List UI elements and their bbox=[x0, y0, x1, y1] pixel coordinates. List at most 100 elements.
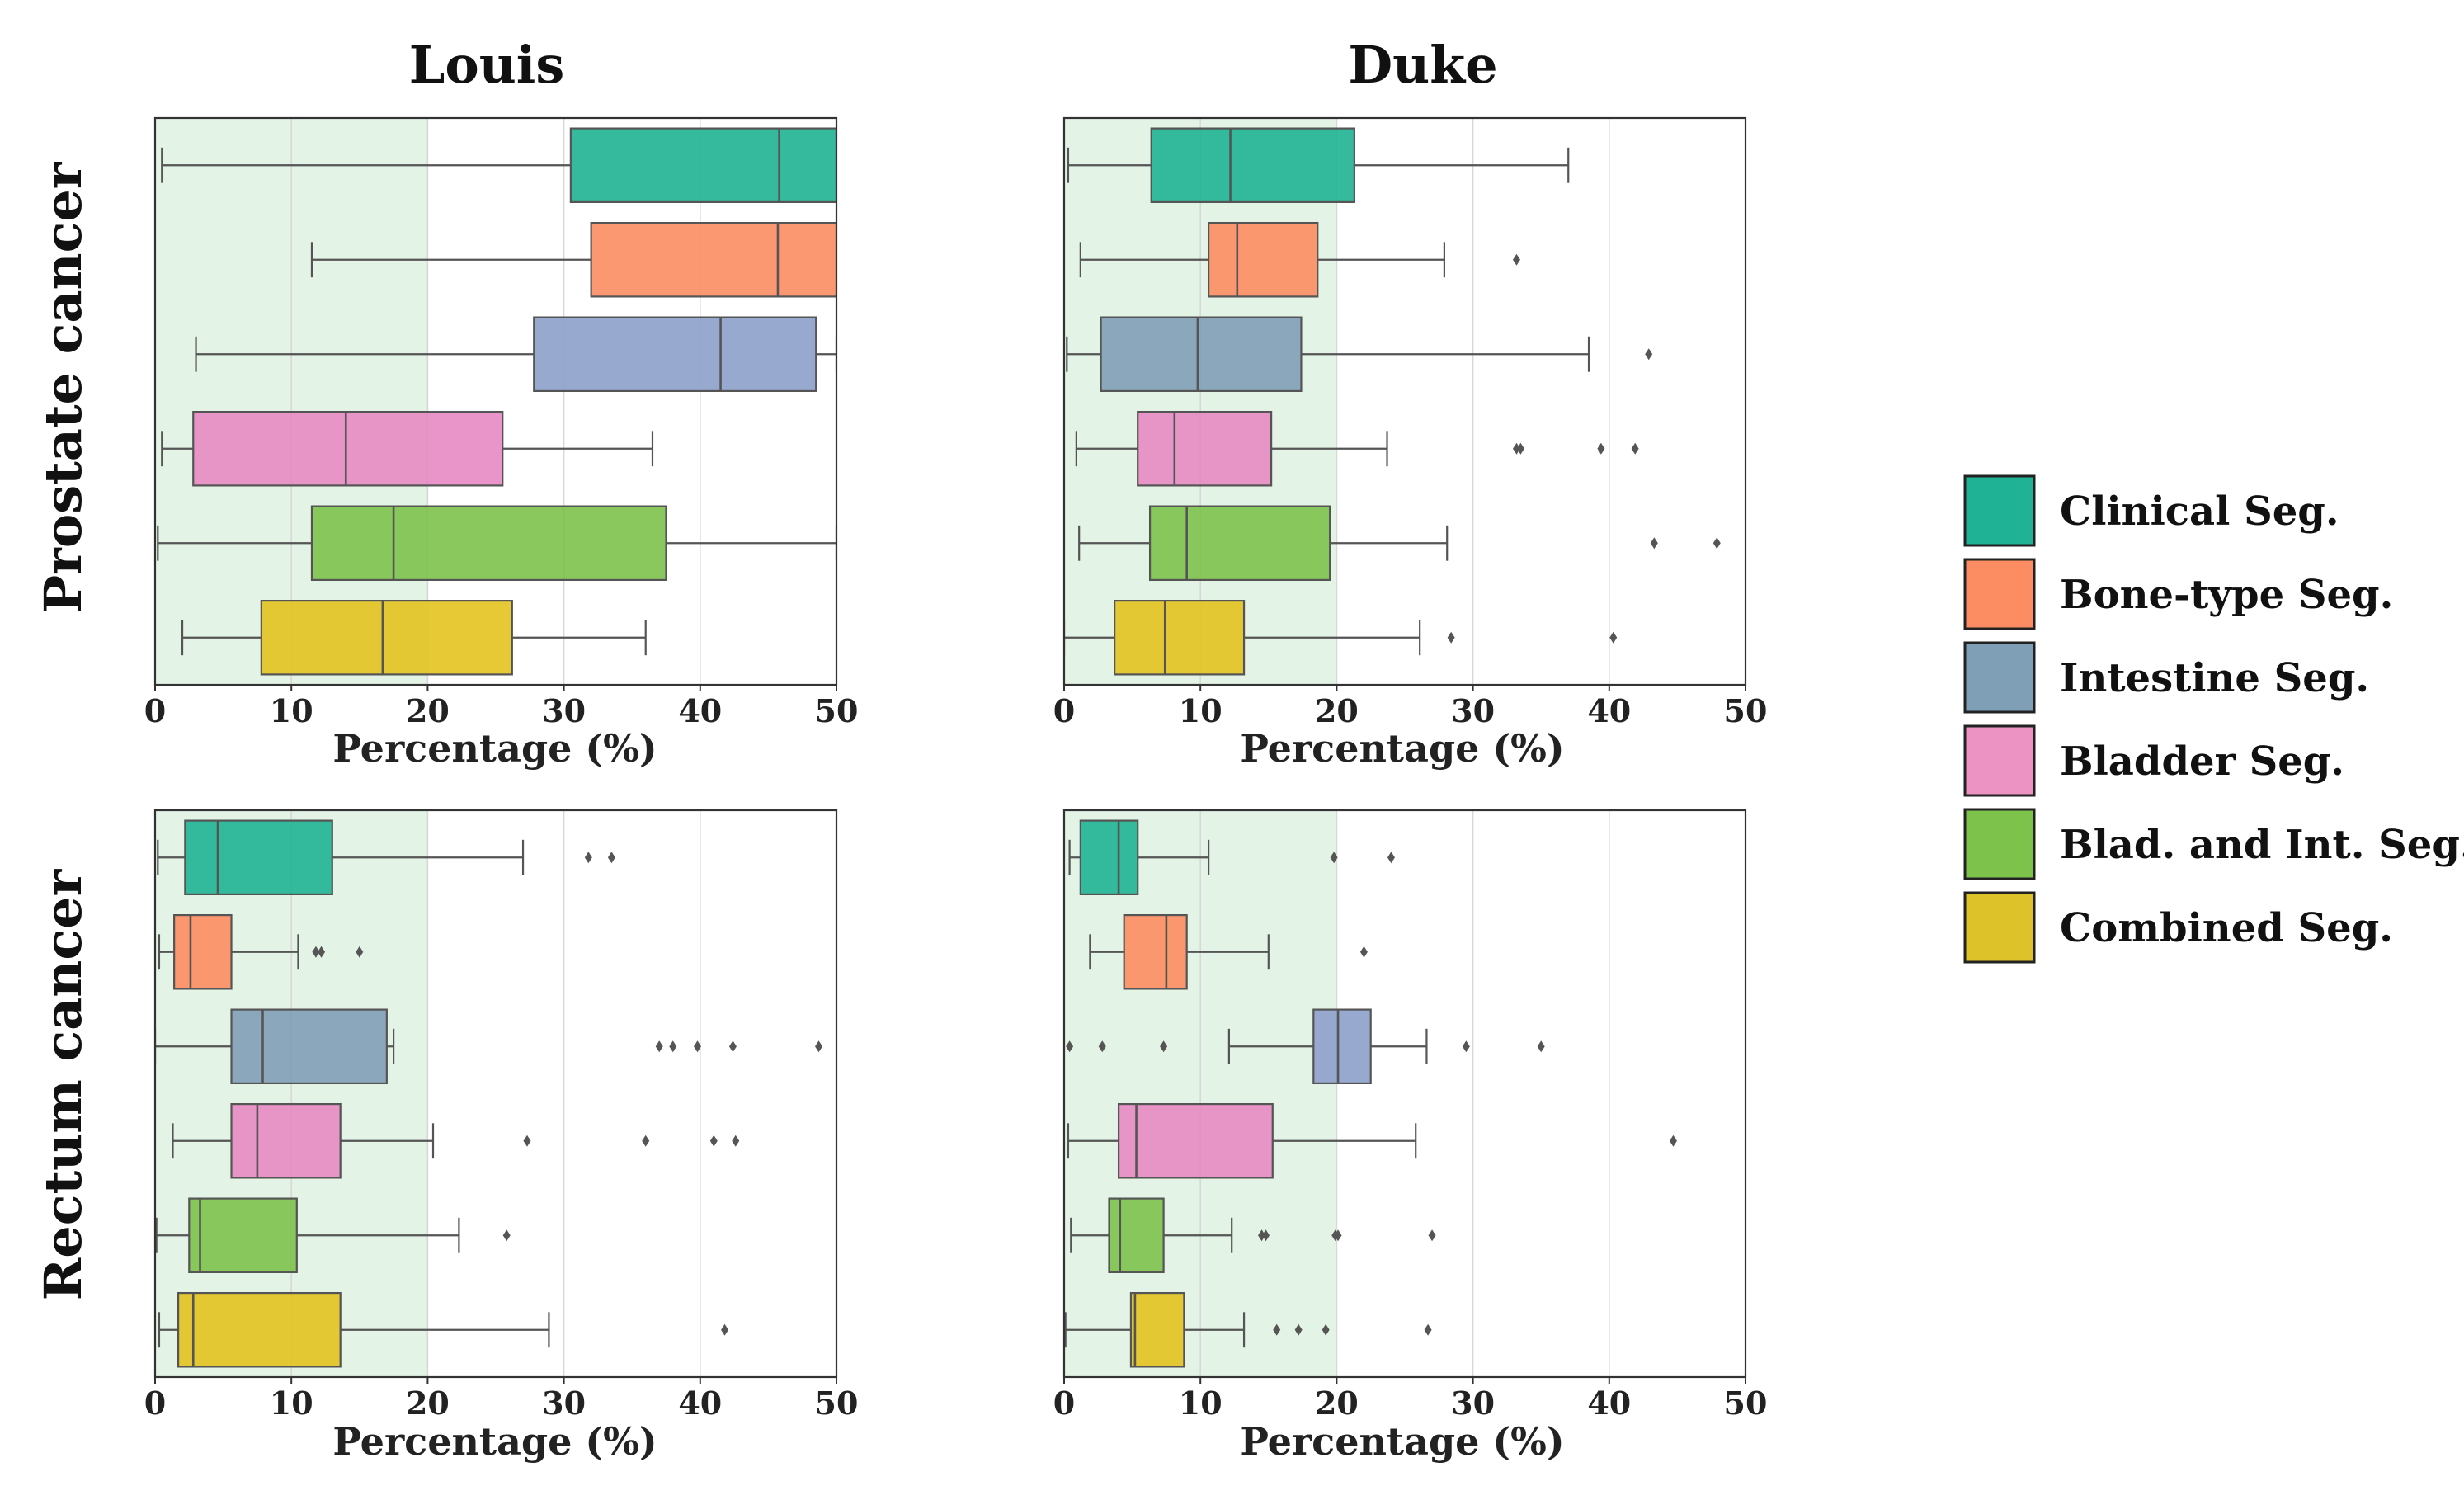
flier-prostate-duke-bone-type-seg-0 bbox=[1512, 253, 1520, 266]
legend-label-combined-seg: Combined Seg. bbox=[2060, 905, 2393, 951]
flier-prostate-duke-blad-and-int-seg-0 bbox=[1650, 537, 1658, 550]
box-prostate-louis-blad-and-int-seg bbox=[310, 505, 667, 582]
tick-label-prostate-duke-40: 40 bbox=[1587, 692, 1631, 729]
legend-swatch-bladder-seg bbox=[1963, 724, 2036, 797]
tick-label-rectum-duke-0: 0 bbox=[1053, 1385, 1075, 1422]
frame-prostate-louis bbox=[153, 116, 838, 686]
flier-rectum-louis-bone-type-seg-1 bbox=[318, 946, 326, 958]
flier-rectum-louis-bladder-seg-2 bbox=[709, 1135, 718, 1147]
box-prostate-duke-combined-seg bbox=[1114, 599, 1246, 676]
tick-label-prostate-duke-50: 50 bbox=[1724, 692, 1768, 729]
legend-label-clinical-seg: Clinical Seg. bbox=[2060, 488, 2339, 535]
tick-label-rectum-duke-20: 20 bbox=[1315, 1385, 1359, 1422]
flier-rectum-duke-combined-seg-1 bbox=[1294, 1323, 1303, 1336]
flier-prostate-duke-bladder-seg-1 bbox=[1516, 442, 1524, 455]
tick-label-prostate-louis-0: 0 bbox=[144, 692, 166, 729]
flier-rectum-duke-intestine-seg-1 bbox=[1098, 1040, 1106, 1053]
frame-prostate-duke bbox=[1062, 116, 1747, 686]
col-title-louis: Louis bbox=[409, 35, 564, 95]
box-rectum-louis-clinical-seg bbox=[184, 819, 333, 896]
panel-rectum-louis: 0 10 20 30 40 50 bbox=[144, 809, 859, 1422]
tick-label-prostate-louis-50: 50 bbox=[815, 692, 859, 729]
box-rectum-louis-combined-seg bbox=[177, 1291, 342, 1368]
flier-prostate-duke-combined-seg-1 bbox=[1609, 631, 1618, 644]
box-prostate-louis-clinical-seg bbox=[569, 127, 836, 204]
box-rectum-louis-bladder-seg bbox=[230, 1102, 342, 1179]
box-prostate-duke-clinical-seg bbox=[1150, 127, 1355, 204]
panel-prostate-duke: 0 10 20 30 40 50 bbox=[1053, 116, 1768, 729]
tick-label-rectum-duke-50: 50 bbox=[1724, 1385, 1768, 1422]
legend-swatch-clinical-seg bbox=[1963, 474, 2036, 547]
box-rectum-duke-intestine-seg bbox=[1312, 1008, 1372, 1085]
tick-label-rectum-louis-0: 0 bbox=[144, 1385, 166, 1422]
box-rectum-duke-clinical-seg bbox=[1079, 819, 1139, 896]
flier-rectum-duke-intestine-seg-3 bbox=[1462, 1040, 1470, 1053]
flier-rectum-louis-clinical-seg-1 bbox=[607, 852, 615, 864]
tick-label-prostate-louis-20: 20 bbox=[406, 692, 450, 729]
box-rectum-louis-intestine-seg bbox=[230, 1008, 388, 1085]
x-axis-label-rectum-louis: Percentage (%) bbox=[332, 1419, 657, 1464]
flier-rectum-duke-bone-type-seg-0 bbox=[1359, 946, 1368, 958]
flier-rectum-duke-bladder-seg-0 bbox=[1669, 1135, 1677, 1147]
flier-rectum-duke-intestine-seg-2 bbox=[1160, 1040, 1168, 1053]
box-rectum-louis-bone-type-seg bbox=[173, 913, 233, 990]
flier-prostate-duke-bladder-seg-2 bbox=[1597, 442, 1605, 455]
x-axis-label-prostate-duke: Percentage (%) bbox=[1240, 726, 1564, 771]
legend-swatch-intestine-seg bbox=[1963, 641, 2036, 714]
flier-prostate-duke-blad-and-int-seg-1 bbox=[1713, 537, 1721, 550]
flier-rectum-duke-clinical-seg-1 bbox=[1387, 852, 1395, 864]
box-prostate-duke-intestine-seg bbox=[1100, 316, 1303, 393]
frame-rectum-duke bbox=[1062, 809, 1747, 1379]
flier-rectum-duke-intestine-seg-4 bbox=[1537, 1040, 1545, 1053]
flier-rectum-duke-blad-and-int-seg-1 bbox=[1261, 1229, 1270, 1242]
flier-rectum-louis-intestine-seg-0 bbox=[655, 1040, 663, 1053]
flier-rectum-louis-intestine-seg-1 bbox=[669, 1040, 677, 1053]
flier-rectum-louis-bladder-seg-1 bbox=[642, 1135, 650, 1147]
flier-rectum-louis-clinical-seg-0 bbox=[584, 852, 592, 864]
legend-swatch-bone-type-seg bbox=[1963, 558, 2036, 630]
legend-label-intestine-seg: Intestine Seg. bbox=[2060, 655, 2369, 701]
flier-rectum-louis-intestine-seg-3 bbox=[728, 1040, 737, 1053]
tick-label-rectum-louis-20: 20 bbox=[406, 1385, 450, 1422]
tick-label-prostate-duke-0: 0 bbox=[1053, 692, 1075, 729]
tick-label-rectum-louis-40: 40 bbox=[678, 1385, 722, 1422]
tick-label-rectum-duke-40: 40 bbox=[1587, 1385, 1631, 1422]
legend-label-blad-and-int-seg: Blad. and Int. Seg. bbox=[2060, 822, 2464, 868]
tick-label-prostate-louis-40: 40 bbox=[678, 692, 722, 729]
tick-label-rectum-louis-50: 50 bbox=[815, 1385, 859, 1422]
flier-rectum-louis-blad-and-int-seg-0 bbox=[502, 1229, 511, 1242]
flier-rectum-duke-combined-seg-0 bbox=[1273, 1323, 1281, 1336]
flier-rectum-duke-clinical-seg-0 bbox=[1330, 852, 1338, 864]
legend-label-bladder-seg: Bladder Seg. bbox=[2060, 738, 2344, 785]
flier-rectum-duke-intestine-seg-0 bbox=[1066, 1040, 1074, 1053]
box-prostate-duke-bladder-seg bbox=[1137, 410, 1273, 487]
x-axis-label-rectum-duke: Percentage (%) bbox=[1240, 1419, 1564, 1464]
flier-rectum-louis-bone-type-seg-2 bbox=[356, 946, 364, 958]
flier-prostate-duke-bladder-seg-3 bbox=[1631, 442, 1639, 455]
box-prostate-louis-bladder-seg bbox=[192, 410, 504, 487]
legend-swatch-combined-seg bbox=[1963, 891, 2036, 964]
box-rectum-duke-blad-and-int-seg bbox=[1108, 1197, 1165, 1274]
row-title-prostate: Prostate cancer bbox=[33, 161, 93, 613]
row-title-rectum: Rectum cancer bbox=[33, 868, 93, 1300]
frame-rectum-louis bbox=[153, 809, 838, 1379]
panel-prostate-louis: 0 10 20 30 40 50 bbox=[144, 116, 859, 729]
flier-rectum-louis-combined-seg-0 bbox=[721, 1323, 729, 1336]
flier-rectum-louis-bladder-seg-0 bbox=[523, 1135, 531, 1147]
flier-prostate-duke-intestine-seg-0 bbox=[1645, 348, 1653, 361]
box-rectum-duke-combined-seg bbox=[1129, 1291, 1185, 1368]
flier-rectum-duke-combined-seg-3 bbox=[1424, 1323, 1432, 1336]
legend-swatch-blad-and-int-seg bbox=[1963, 808, 2036, 880]
x-axis-label-prostate-louis: Percentage (%) bbox=[332, 726, 657, 771]
flier-rectum-louis-intestine-seg-2 bbox=[693, 1040, 701, 1053]
tick-label-prostate-louis-10: 10 bbox=[270, 692, 313, 729]
box-rectum-louis-blad-and-int-seg bbox=[188, 1197, 298, 1274]
legend-label-bone-type-seg: Bone-type Seg. bbox=[2060, 572, 2393, 618]
box-rectum-duke-bone-type-seg bbox=[1123, 913, 1188, 990]
tick-label-rectum-louis-10: 10 bbox=[270, 1385, 313, 1422]
box-rectum-duke-bladder-seg bbox=[1117, 1102, 1274, 1179]
panel-rectum-duke: 0 10 20 30 40 50 bbox=[1053, 809, 1768, 1422]
flier-rectum-duke-blad-and-int-seg-4 bbox=[1428, 1229, 1436, 1242]
flier-rectum-duke-blad-and-int-seg-3 bbox=[1334, 1229, 1342, 1242]
